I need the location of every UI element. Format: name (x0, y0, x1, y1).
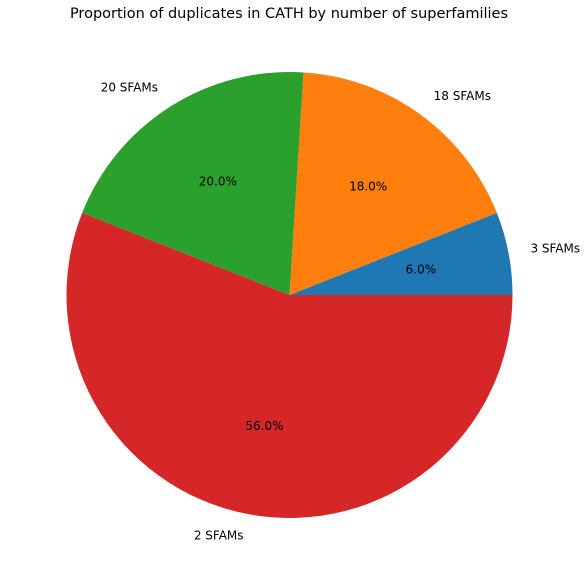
slice-label: 3 SFAMs (530, 242, 580, 256)
pie-slice-18-sfams (289, 72, 497, 296)
slice-percentage-label: 20.0% (199, 175, 237, 189)
pie-slice-3-sfams (289, 212, 513, 295)
slice-percentage-label: 56.0% (245, 419, 283, 433)
pie-labels: 3 SFAMs 6.0% 18 SFAMs 18.0% 20 SFAMs 20.0% 2 S… (101, 80, 580, 542)
pie-slice-20-sfams (82, 72, 304, 295)
slice-label: 2 SFAMs (194, 528, 244, 542)
slice-percentage-label: 6.0% (406, 262, 437, 276)
slice-label: 20 SFAMs (101, 80, 158, 94)
pie-slice-2-sfams (66, 212, 513, 518)
pie-slices (66, 72, 513, 518)
chart-title: Proportion of duplicates in CATH by numb… (70, 6, 508, 22)
slice-label: 18 SFAMs (434, 89, 491, 103)
slice-percentage-label: 18.0% (349, 179, 387, 193)
